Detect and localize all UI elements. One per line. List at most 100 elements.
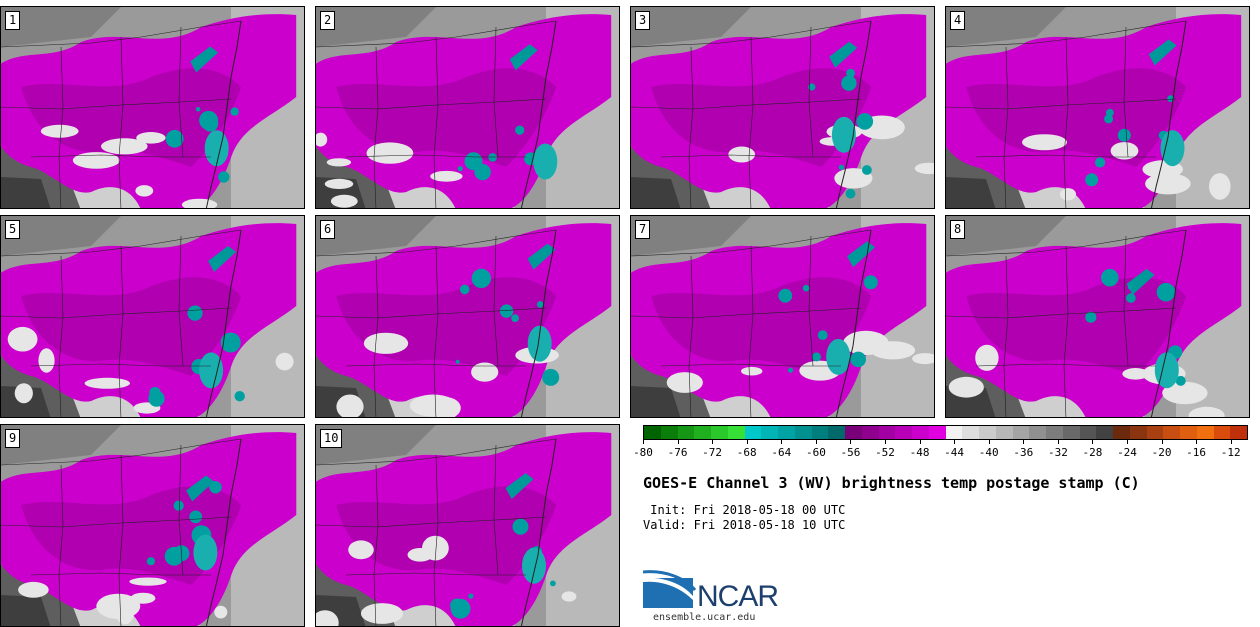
colorbar-tick-label: -72 xyxy=(702,446,723,459)
colorbar-swatch xyxy=(1129,426,1147,439)
colorbar-tick-label: -44 xyxy=(944,446,965,459)
colorbar-swatch xyxy=(677,426,695,439)
colorbar-tick-label: -12 xyxy=(1220,446,1241,459)
water-vapor-map xyxy=(631,216,934,417)
colorbar-swatch xyxy=(828,426,845,439)
map-panel-6: 6 xyxy=(315,215,620,418)
colorbar-tick xyxy=(850,440,852,444)
colorbar-tick xyxy=(1196,440,1198,444)
water-vapor-map xyxy=(316,216,619,417)
colorbar-swatch xyxy=(778,426,795,439)
map-panel-1: 1 xyxy=(0,6,305,209)
colorbar-swatch xyxy=(660,426,678,439)
panel-number-label: 8 xyxy=(950,220,966,239)
colorbar-swatch xyxy=(1163,426,1180,439)
panel-number-label: 5 xyxy=(5,220,21,239)
colorbar-tick xyxy=(1230,440,1232,444)
map-panel-7: 7 xyxy=(630,215,935,418)
water-vapor-map xyxy=(631,7,934,208)
panel-number-label: 10 xyxy=(320,429,343,448)
panel-number-label: 2 xyxy=(320,11,336,30)
colorbar-swatch xyxy=(761,426,778,439)
colorbar-tick-label: -32 xyxy=(1047,446,1068,459)
ncar-url: ensemble.ucar.edu xyxy=(653,612,756,623)
colorbar-tick xyxy=(988,440,990,444)
map-panel-5: 5 xyxy=(0,215,305,418)
colorbar-swatch xyxy=(962,426,979,439)
water-vapor-map xyxy=(1,7,304,208)
colorbar-swatch xyxy=(1113,426,1130,439)
colorbar xyxy=(643,425,1248,440)
colorbar-tick xyxy=(746,440,748,444)
water-vapor-map xyxy=(316,425,619,626)
colorbar-swatch xyxy=(644,426,661,439)
panel-number-label: 3 xyxy=(635,11,651,30)
colorbar-swatch xyxy=(912,426,929,439)
map-panel-4: 4 xyxy=(945,6,1250,209)
colorbar-tick-label: -56 xyxy=(840,446,861,459)
colorbar-swatch xyxy=(1146,426,1164,439)
colorbar-swatch xyxy=(1062,426,1080,439)
colorbar-tick xyxy=(677,440,679,444)
colorbar-swatch xyxy=(845,426,862,439)
colorbar-tick-label: -68 xyxy=(736,446,757,459)
panel-number-label: 4 xyxy=(950,11,966,30)
colorbar-tick xyxy=(1161,440,1163,444)
figure-title: GOES-E Channel 3 (WV) brightness temp po… xyxy=(643,474,1140,492)
colorbar-swatch xyxy=(878,426,896,439)
map-panel-3: 3 xyxy=(630,6,935,209)
colorbar-tick-label: -36 xyxy=(1013,446,1034,459)
colorbar-tick-label: -76 xyxy=(667,446,688,459)
colorbar-tick-label: -48 xyxy=(909,446,930,459)
colorbar-swatch xyxy=(1096,426,1113,439)
colorbar-swatch xyxy=(979,426,996,439)
colorbar-swatch xyxy=(945,426,963,439)
colorbar-swatch xyxy=(1029,426,1046,439)
ncar-logo-icon xyxy=(643,570,697,608)
colorbar-swatch xyxy=(1079,426,1097,439)
colorbar-swatch xyxy=(928,426,946,439)
water-vapor-map xyxy=(316,7,619,208)
ncar-logo-text: NCAR xyxy=(697,580,779,613)
colorbar-tick xyxy=(1057,440,1059,444)
panel-number-label: 1 xyxy=(5,11,21,30)
colorbar-tick xyxy=(919,440,921,444)
colorbar-swatch xyxy=(1012,426,1030,439)
colorbar-swatch xyxy=(1180,426,1197,439)
panel-number-label: 9 xyxy=(5,429,21,448)
colorbar-tick xyxy=(712,440,714,444)
colorbar-tick xyxy=(1127,440,1128,444)
colorbar-swatch xyxy=(995,426,1013,439)
colorbar-tick xyxy=(815,440,817,444)
colorbar-tick xyxy=(1092,440,1094,444)
colorbar-tick-label: -64 xyxy=(771,446,792,459)
colorbar-tick xyxy=(885,440,886,444)
panel-number-label: 6 xyxy=(320,220,336,239)
colorbar-swatch xyxy=(694,426,711,439)
colorbar-ticks: -80 -76 -72 -68 -64 -60 -56 -52 -48 -44 -40 -36 -32 -… xyxy=(633,440,1248,460)
colorbar-tick-label: -80 xyxy=(633,446,653,459)
water-vapor-map xyxy=(946,216,1249,417)
colorbar-tick xyxy=(643,440,644,444)
colorbar-swatch xyxy=(1046,426,1063,439)
colorbar-tick-label: -52 xyxy=(875,446,895,459)
map-panel-2: 2 xyxy=(315,6,620,209)
colorbar-swatch xyxy=(744,426,762,439)
colorbar-swatch xyxy=(711,426,728,439)
colorbar-tick xyxy=(954,440,956,444)
colorbar-tick xyxy=(1023,440,1025,444)
colorbar-tick xyxy=(781,440,783,444)
colorbar-swatch xyxy=(895,426,912,439)
colorbar-tick-label: -16 xyxy=(1186,446,1207,459)
valid-time: Valid: Fri 2018-05-18 10 UTC xyxy=(643,518,846,532)
panel-number-label: 7 xyxy=(635,220,651,239)
water-vapor-map xyxy=(1,216,304,417)
water-vapor-map xyxy=(1,425,304,626)
colorbar-tick-label: -40 xyxy=(978,446,999,459)
colorbar-swatch xyxy=(861,426,879,439)
colorbar-swatch xyxy=(1196,426,1214,439)
colorbar-tick-label: -20 xyxy=(1151,446,1172,459)
colorbar-tick-label: -24 xyxy=(1117,446,1137,459)
init-time: Init: Fri 2018-05-18 00 UTC xyxy=(643,503,846,517)
colorbar-swatch xyxy=(794,426,812,439)
